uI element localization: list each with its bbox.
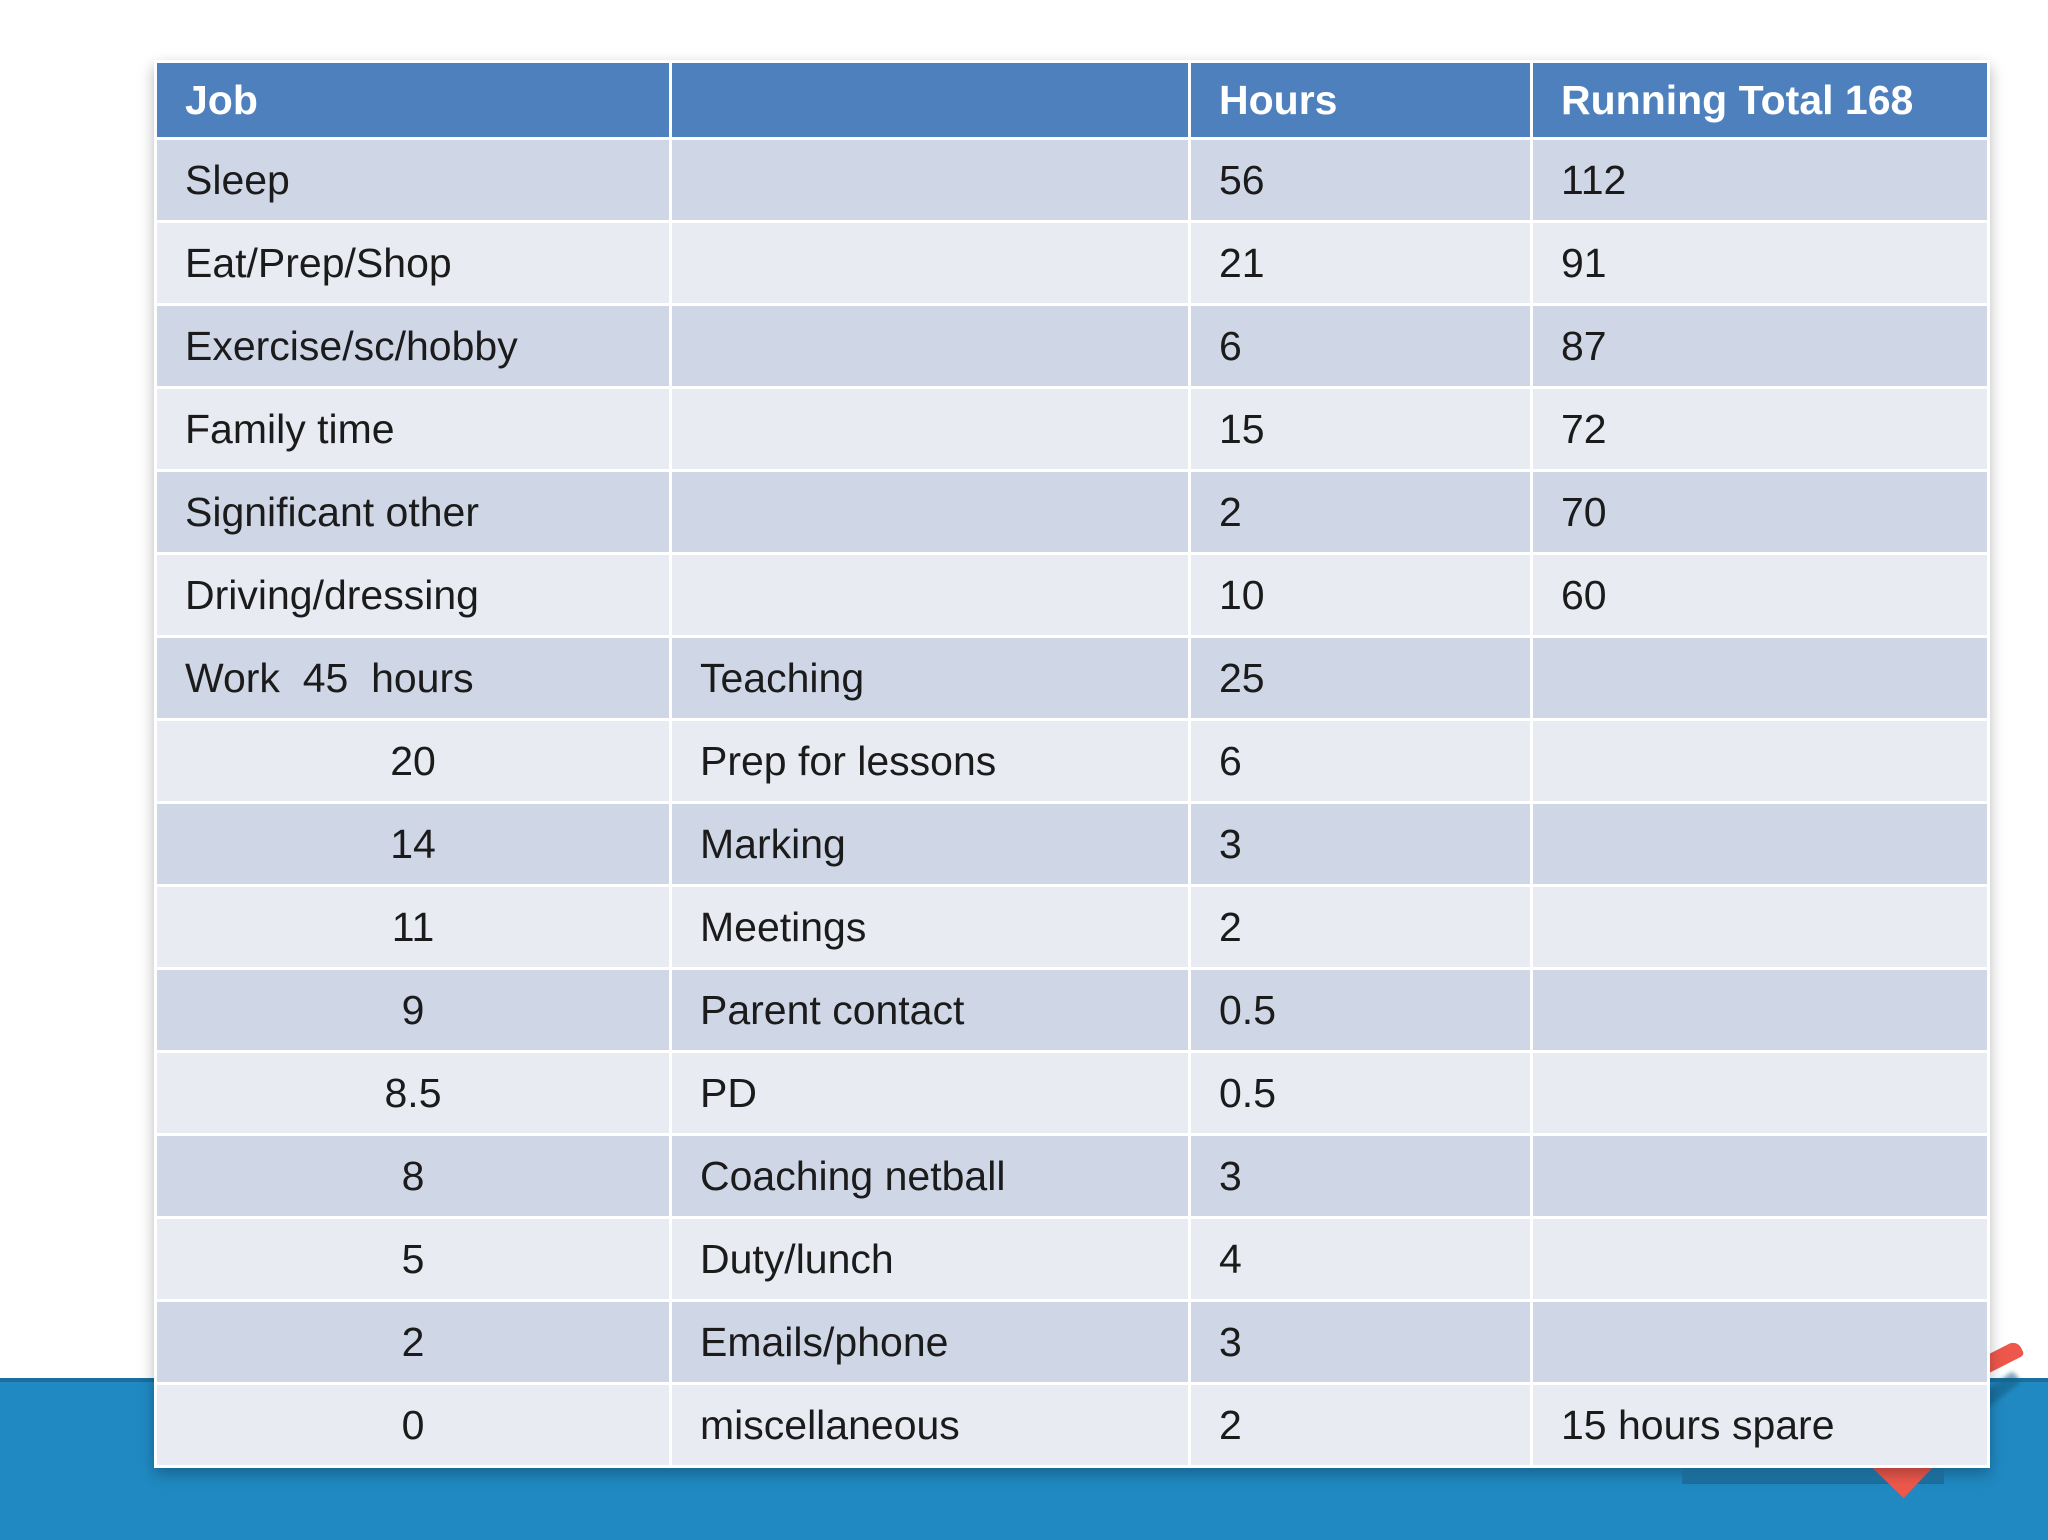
cell-running-total xyxy=(1533,970,1987,1050)
table-row: Driving/dressing 10 60 xyxy=(157,555,1987,635)
cell-detail xyxy=(672,555,1188,635)
cell-running-total xyxy=(1533,638,1987,718)
cell-detail: Parent contact xyxy=(672,970,1188,1050)
cell-hours: 3 xyxy=(1191,1136,1530,1216)
cell-hours: 3 xyxy=(1191,1302,1530,1382)
cell-running-total xyxy=(1533,1302,1987,1382)
cell-detail: Teaching xyxy=(672,638,1188,718)
cell-detail xyxy=(672,306,1188,386)
table-row: 14 Marking 3 xyxy=(157,804,1987,884)
table-row: Sleep 56 112 xyxy=(157,140,1987,220)
table-row: 9 Parent contact 0.5 xyxy=(157,970,1987,1050)
cell-hours: 2 xyxy=(1191,1385,1530,1465)
cell-detail: Duty/lunch xyxy=(672,1219,1188,1299)
cell-job: 5 xyxy=(157,1219,669,1299)
cell-detail xyxy=(672,472,1188,552)
cell-detail: miscellaneous xyxy=(672,1385,1188,1465)
table-row: 8 Coaching netball 3 xyxy=(157,1136,1987,1216)
table-row: 20 Prep for lessons 6 xyxy=(157,721,1987,801)
header-detail xyxy=(672,63,1188,137)
cell-hours: 0.5 xyxy=(1191,1053,1530,1133)
table-row: Significant other 2 70 xyxy=(157,472,1987,552)
cell-hours: 15 xyxy=(1191,389,1530,469)
cell-detail: Marking xyxy=(672,804,1188,884)
cell-job: 20 xyxy=(157,721,669,801)
cell-running-total: 15 hours spare xyxy=(1533,1385,1987,1465)
cell-running-total xyxy=(1533,721,1987,801)
cell-job: Exercise/sc/hobby xyxy=(157,306,669,386)
cell-detail xyxy=(672,140,1188,220)
table-row: Family time 15 72 xyxy=(157,389,1987,469)
cell-hours: 4 xyxy=(1191,1219,1530,1299)
cell-hours: 6 xyxy=(1191,721,1530,801)
cell-detail: Meetings xyxy=(672,887,1188,967)
cell-running-total: 60 xyxy=(1533,555,1987,635)
cell-hours: 2 xyxy=(1191,472,1530,552)
cell-running-total: 87 xyxy=(1533,306,1987,386)
cell-running-total xyxy=(1533,1136,1987,1216)
cell-job: Sleep xyxy=(157,140,669,220)
cell-running-total: 70 xyxy=(1533,472,1987,552)
cell-job: 2 xyxy=(157,1302,669,1382)
header-job: Job xyxy=(157,63,669,137)
table-body: Sleep 56 112 Eat/Prep/Shop 21 91 Exercise/sc/h… xyxy=(157,140,1987,1465)
cell-job: 11 xyxy=(157,887,669,967)
cell-job: Driving/dressing xyxy=(157,555,669,635)
cell-running-total: 91 xyxy=(1533,223,1987,303)
table-row: Exercise/sc/hobby 6 87 xyxy=(157,306,1987,386)
cell-job: 8.5 xyxy=(157,1053,669,1133)
cell-running-total xyxy=(1533,1053,1987,1133)
header-running-total: Running Total 168 xyxy=(1533,63,1987,137)
table-row: 5 Duty/lunch 4 xyxy=(157,1219,1987,1299)
cell-job: Work 45 hours xyxy=(157,638,669,718)
cell-hours: 56 xyxy=(1191,140,1530,220)
cell-job: 9 xyxy=(157,970,669,1050)
table-row: 2 Emails/phone 3 xyxy=(157,1302,1987,1382)
cell-hours: 0.5 xyxy=(1191,970,1530,1050)
cell-hours: 6 xyxy=(1191,306,1530,386)
header-row: Job Hours Running Total 168 xyxy=(157,63,1987,137)
table-row: 0 miscellaneous 2 15 hours spare xyxy=(157,1385,1987,1465)
cell-job: Family time xyxy=(157,389,669,469)
cell-job: Significant other xyxy=(157,472,669,552)
cell-hours: 21 xyxy=(1191,223,1530,303)
header-hours: Hours xyxy=(1191,63,1530,137)
cell-detail: PD xyxy=(672,1053,1188,1133)
cell-running-total: 72 xyxy=(1533,389,1987,469)
table-row: Eat/Prep/Shop 21 91 xyxy=(157,223,1987,303)
cell-job: 14 xyxy=(157,804,669,884)
table-row: Work 45 hours Teaching 25 xyxy=(157,638,1987,718)
weekly-hours-table: Job Hours Running Total 168 Sleep 56 112 Ea… xyxy=(154,60,1990,1468)
cell-running-total xyxy=(1533,1219,1987,1299)
cell-job: 8 xyxy=(157,1136,669,1216)
cell-running-total: 112 xyxy=(1533,140,1987,220)
cell-job: 0 xyxy=(157,1385,669,1465)
cell-hours: 10 xyxy=(1191,555,1530,635)
cell-detail: Prep for lessons xyxy=(672,721,1188,801)
cell-detail: Emails/phone xyxy=(672,1302,1188,1382)
cell-hours: 2 xyxy=(1191,887,1530,967)
table-row: 8.5 PD 0.5 xyxy=(157,1053,1987,1133)
cell-detail xyxy=(672,223,1188,303)
cell-hours: 25 xyxy=(1191,638,1530,718)
cell-detail: Coaching netball xyxy=(672,1136,1188,1216)
table-row: 11 Meetings 2 xyxy=(157,887,1987,967)
cell-running-total xyxy=(1533,804,1987,884)
cell-hours: 3 xyxy=(1191,804,1530,884)
cell-running-total xyxy=(1533,887,1987,967)
cell-detail xyxy=(672,389,1188,469)
cell-job: Eat/Prep/Shop xyxy=(157,223,669,303)
